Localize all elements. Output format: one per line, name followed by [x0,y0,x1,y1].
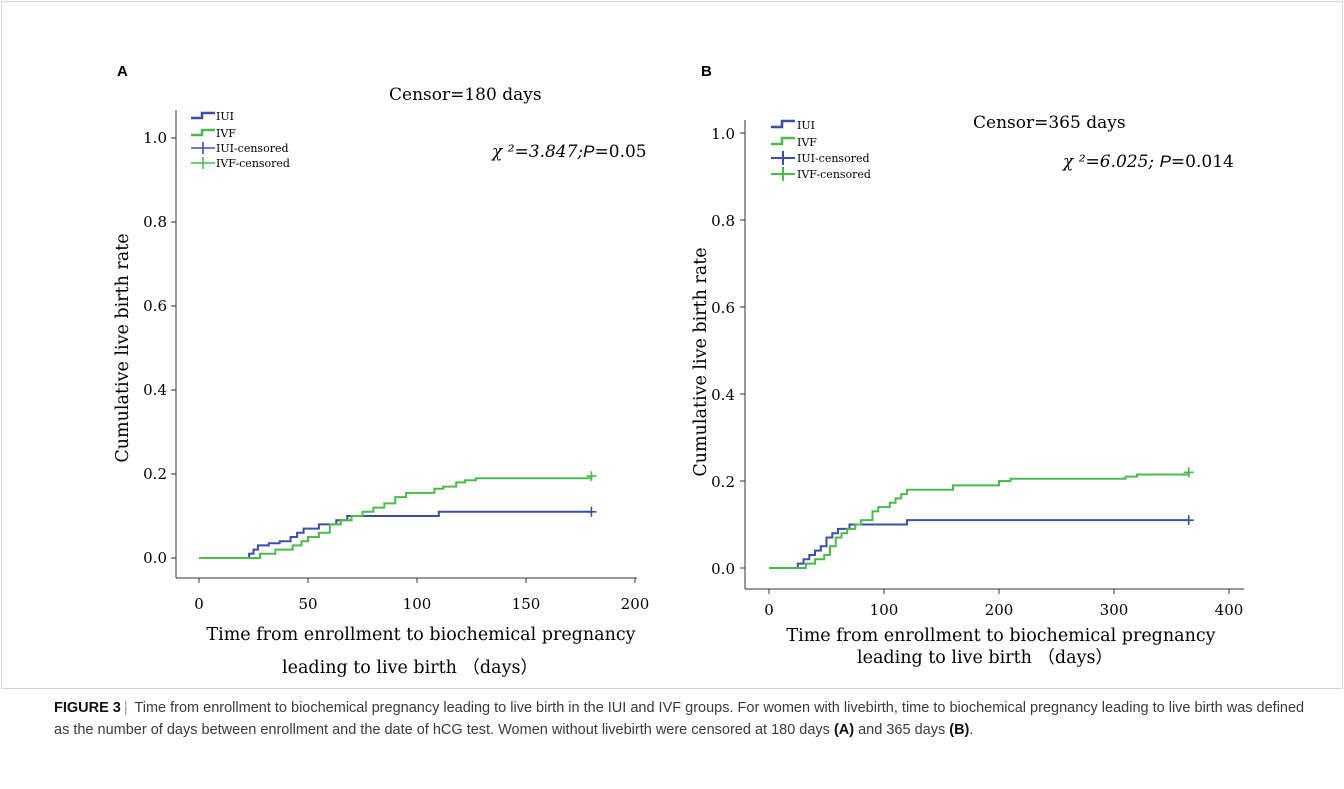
panel-b-letter: B [701,63,712,80]
panel-a-ylabel: Cumulative live birth rate [113,233,133,462]
caption-ref-a: (A) [833,722,855,738]
panel-b-xtick-0: 0 [764,601,774,619]
legend-iui-censored-label: IUI-censored [216,142,289,155]
legend-iui-label: IUI [797,119,815,132]
panel-a-statistic: χ ²=3.847;P=0.05 [491,142,647,162]
panel-b-ytick-2: 0.4 [711,386,735,404]
figure-caption: FIGURE 3 | Time from enrollment to bioche… [54,697,1316,741]
panel-a: A Censor=180 days IUI IVF IUI-censored I… [113,63,649,678]
panel-b-ytick-0: 0.0 [711,560,735,578]
panel-a-letter: A [117,63,128,80]
panel-a-plot-area [199,471,597,559]
panel-b: B Censor=365 days IUI IVF IUI-censored I… [691,63,1244,668]
legend-iui-censored-marker [191,142,215,154]
caption-label: FIGURE 3 [54,700,121,716]
caption-text-2: and 365 days [854,722,950,738]
panel-b-title: Censor=365 days [973,113,1126,133]
legend-iui-swatch [771,119,795,129]
legend-iui-censored-marker [771,151,795,165]
legend-ivf-censored-label: IVF-censored [797,168,871,181]
panel-a-xtick-3: 150 [512,595,541,613]
legend-iui-censored-label: IUI-censored [797,152,870,165]
series-ivf-line [769,472,1190,569]
panel-a-ytick-4: 0.8 [143,213,167,231]
panel-b-legend: IUI IVF IUI-censored IVF-censored [771,119,871,181]
panel-b-ytick-1: 0.2 [711,473,735,491]
panel-a-ytick-3: 0.6 [143,297,167,315]
panel-b-ytick-4: 0.8 [711,212,735,230]
caption-separator: | [123,700,128,716]
panel-a-xtick-0: 0 [194,595,204,613]
panel-a-title: Censor=180 days [389,85,542,105]
panel-b-statistic: χ ²=6.025; P=0.014 [1062,152,1234,172]
panel-a-xtick-1: 50 [298,595,317,613]
panel-a-legend: IUI IVF IUI-censored IVF-censored [191,110,290,170]
figure-charts: A Censor=180 days IUI IVF IUI-censored I… [113,63,1244,678]
series-ivf-censored-marker [586,471,597,482]
legend-ivf-censored-marker [771,167,795,181]
caption-text-3: . [969,722,974,738]
panel-b-xtick-1: 100 [870,601,899,619]
panel-a-xlabel-line2: leading to live birth （days） [282,658,538,678]
panel-a-ytick-2: 0.4 [143,381,167,399]
panel-b-ytick-3: 0.6 [711,299,735,317]
series-ivf-censored-marker [1183,467,1194,478]
legend-ivf-label: IVF [216,127,236,140]
panel-a-xtick-4: 200 [621,595,650,613]
legend-ivf-swatch [191,128,215,137]
panel-a-ytick-5: 1.0 [143,129,167,147]
panel-b-xtick-2: 200 [985,601,1014,619]
panel-b-xlabel-line1: Time from enrollment to biochemical preg… [786,626,1215,646]
panel-a-ytick-0: 0.0 [143,549,167,567]
series-ivf-line [199,476,593,559]
legend-ivf-swatch [771,136,795,146]
panel-a-ytick-1: 0.2 [143,465,167,483]
panel-a-xlabel-line1: Time from enrollment to biochemical preg… [206,625,635,645]
legend-ivf-censored-label: IVF-censored [216,157,290,170]
panel-b-ytick-5: 1.0 [711,125,735,143]
legend-ivf-label: IVF [797,136,817,149]
series-iui-censored-marker [586,506,597,517]
legend-iui-swatch [191,111,215,120]
panel-b-xtick-4: 400 [1215,601,1244,619]
panel-b-plot-area [769,467,1194,569]
panel-a-xtick-2: 100 [403,595,432,613]
caption-ref-b: (B) [949,722,970,738]
series-iui-line [769,519,1189,569]
caption-text-1: Time from enrollment to biochemical preg… [54,700,1305,738]
panel-b-ylabel: Cumulative live birth rate [691,247,711,476]
figure-frame [1,1,1343,689]
panel-b-xlabel-line2: leading to live birth （days） [857,648,1113,668]
legend-iui-label: IUI [216,110,234,123]
series-iui-censored-marker [1183,515,1194,526]
legend-ivf-censored-marker [191,157,215,169]
panel-b-xtick-3: 300 [1100,601,1129,619]
series-iui-line [199,510,592,559]
